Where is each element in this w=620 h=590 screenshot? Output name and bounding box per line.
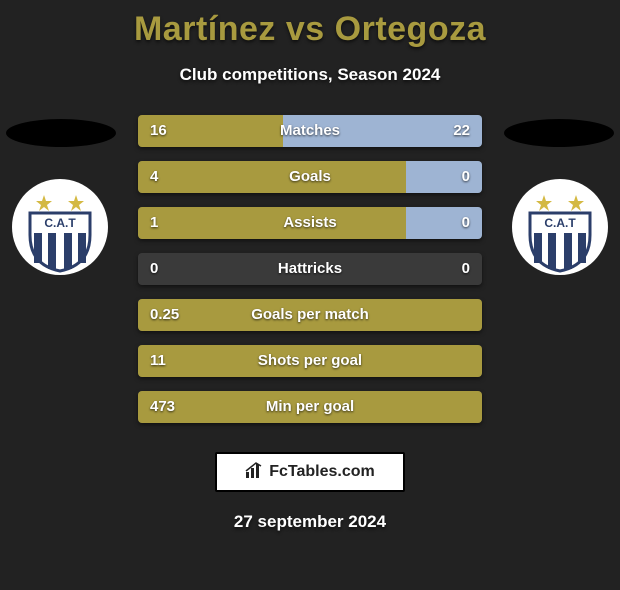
stat-label: Goals per match (138, 299, 482, 331)
stat-row: 11Shots per goal (138, 345, 482, 377)
player2-name: Ortegoza (335, 10, 486, 48)
stat-row: 0.25Goals per match (138, 299, 482, 331)
page-title: Martínez vs Ortegoza (0, 10, 620, 49)
subtitle: Club competitions, Season 2024 (0, 65, 620, 85)
chart-icon (245, 461, 263, 484)
club-crest-icon: C.A.T (10, 177, 110, 277)
svg-text:C.A.T: C.A.T (44, 216, 76, 230)
player1-name: Martínez (134, 10, 276, 48)
player2-shadow (504, 119, 614, 147)
comparison-chart: C.A.T C.A.T 1622Matches 40Goals 10Assists 0… (0, 115, 620, 455)
stat-label: Matches (138, 115, 482, 147)
stat-bars: 1622Matches 40Goals 10Assists 00Hattricks 0.… (138, 115, 482, 437)
stat-row: 00Hattricks (138, 253, 482, 285)
svg-text:C.A.T: C.A.T (544, 216, 576, 230)
player1-crest: C.A.T (10, 177, 110, 277)
player2-crest: C.A.T (510, 177, 610, 277)
vs-word: vs (286, 10, 325, 48)
stat-label: Goals (138, 161, 482, 193)
stat-row: 1622Matches (138, 115, 482, 147)
stat-label: Shots per goal (138, 345, 482, 377)
player1-shadow (6, 119, 116, 147)
club-crest-icon: C.A.T (510, 177, 610, 277)
stat-label: Min per goal (138, 391, 482, 423)
site-name: FcTables.com (269, 463, 375, 481)
stat-label: Assists (138, 207, 482, 239)
stat-row: 10Assists (138, 207, 482, 239)
date: 27 september 2024 (0, 512, 620, 532)
stat-label: Hattricks (138, 253, 482, 285)
stat-row: 473Min per goal (138, 391, 482, 423)
stat-row: 40Goals (138, 161, 482, 193)
site-logo: FcTables.com (215, 452, 405, 492)
